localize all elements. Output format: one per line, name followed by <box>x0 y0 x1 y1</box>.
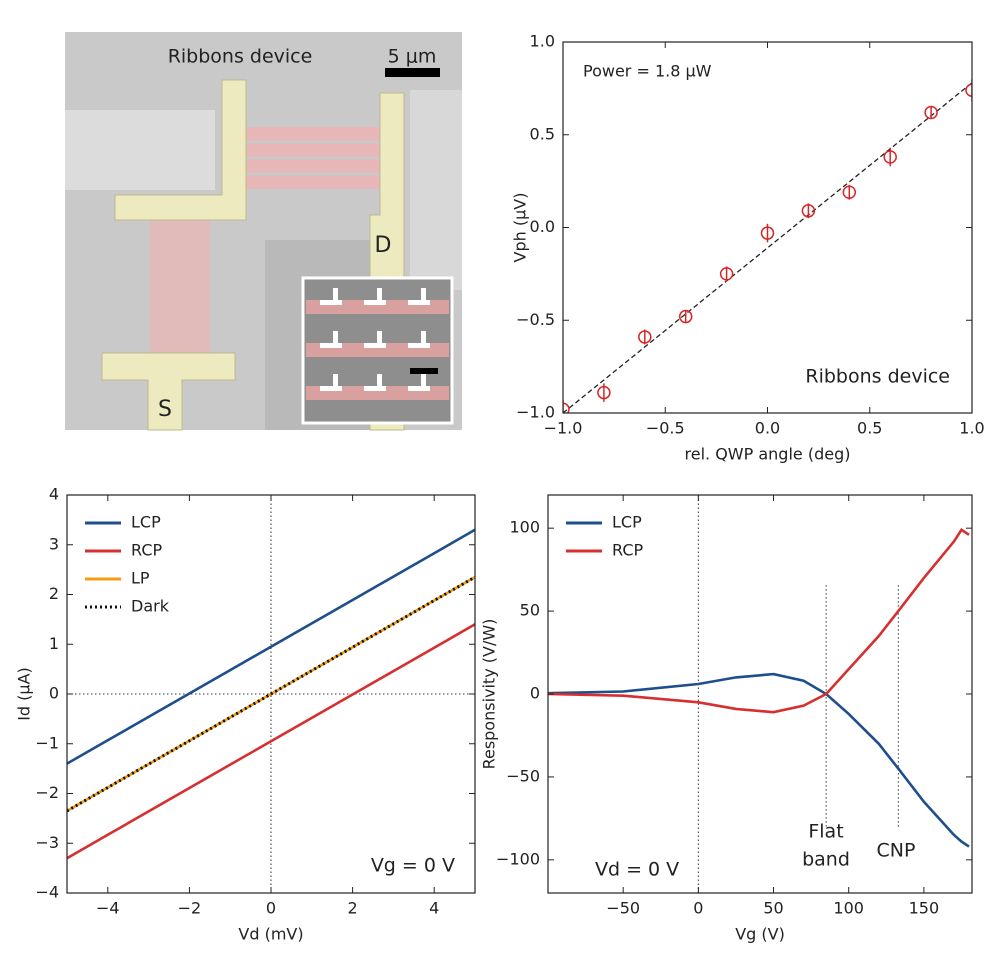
annotation: Ribbons device <box>805 366 950 388</box>
annotation: Flat <box>808 821 843 843</box>
legend-label: Dark <box>131 597 170 616</box>
axes-frame <box>547 494 973 894</box>
data-point <box>842 185 857 200</box>
x-tick-label: −1.0 <box>544 419 583 438</box>
plot-area <box>67 495 475 893</box>
legend-label: LCP <box>131 513 161 532</box>
series-line <box>67 528 475 765</box>
y-tick-label: 0.0 <box>530 217 555 236</box>
x-tick-label: −0.5 <box>646 419 685 438</box>
annotation: Power = 1.8 μW <box>583 62 712 81</box>
y-tick-label: 0 <box>530 684 540 703</box>
y-axis-label: Responsivity (V/W) <box>480 619 499 770</box>
x-tick-label: 2 <box>348 899 358 918</box>
series-line <box>548 672 970 848</box>
x-tick-label: 1.0 <box>959 419 984 438</box>
image-region <box>65 110 215 190</box>
legend-label: LP <box>131 569 150 588</box>
y-tick-label: 1.0 <box>530 32 555 51</box>
x-tick-label: 100 <box>833 899 864 918</box>
data-point <box>924 105 938 120</box>
x-axis-label: Vg (V) <box>735 925 785 944</box>
y-tick-label: 50 <box>520 601 540 620</box>
scale-label: 5 μm <box>388 46 437 68</box>
fit-line <box>563 82 972 413</box>
legend-label: RCP <box>131 541 162 560</box>
data-point <box>597 385 611 400</box>
legend-label: RCP <box>612 541 643 560</box>
y-tick-label: 1 <box>49 634 59 653</box>
series-line <box>548 527 970 714</box>
sem-image: 5 μm Ribbons device D S <box>65 32 462 431</box>
plot-area <box>548 495 970 893</box>
x-axis-label: Vd (mV) <box>238 925 303 944</box>
scale-bar <box>385 68 440 77</box>
data-point <box>638 330 652 344</box>
y-tick-label: −100 <box>496 849 540 868</box>
x-tick-label: 50 <box>763 899 783 918</box>
y-axis-label: Id (μA) <box>15 667 34 721</box>
image-title: Ribbons device <box>168 46 313 68</box>
y-tick-label: 0.5 <box>530 124 555 143</box>
y-axis-label: Vph (μV) <box>511 193 530 263</box>
y-tick-label: 100 <box>509 518 540 537</box>
inset <box>301 276 454 425</box>
x-tick-label: 4 <box>429 899 439 918</box>
electrode <box>114 79 247 221</box>
annotation: CNP <box>877 840 916 862</box>
image-region <box>410 90 462 290</box>
y-tick-label: −4 <box>35 883 59 902</box>
annotation: band <box>802 849 850 871</box>
series-line <box>67 623 475 860</box>
electrode <box>101 352 236 431</box>
x-tick-label: 0.5 <box>857 419 882 438</box>
x-tick-label: 0.0 <box>755 419 780 438</box>
y-tick-label: −1 <box>35 733 59 752</box>
data-point <box>965 83 972 97</box>
plot-area <box>563 79 972 413</box>
data-point <box>563 402 570 413</box>
y-tick-label: 3 <box>49 534 59 553</box>
data-point <box>801 204 816 218</box>
data-point <box>719 267 734 281</box>
x-tick-label: 0 <box>266 899 276 918</box>
x-tick-label: 150 <box>909 899 940 918</box>
y-tick-label: 2 <box>49 584 59 603</box>
x-tick-label: −4 <box>96 899 120 918</box>
y-tick-label: 4 <box>49 485 59 504</box>
series-line <box>67 575 475 813</box>
source-label: S <box>158 397 172 422</box>
x-tick-label: −50 <box>606 899 640 918</box>
data-point <box>760 226 775 240</box>
y-tick-label: −3 <box>35 833 59 852</box>
axes-frame <box>66 494 476 894</box>
drain-label: D <box>375 233 392 258</box>
data-point <box>678 309 693 324</box>
y-tick-label: −0.5 <box>516 310 555 329</box>
ribbons <box>150 220 210 355</box>
annotation: Vg = 0 V <box>371 855 455 877</box>
y-tick-label: −2 <box>35 783 59 802</box>
y-tick-label: 0 <box>49 684 59 703</box>
data-point <box>883 150 897 164</box>
y-tick-label: −50 <box>506 766 540 785</box>
annotation: Vd = 0 V <box>595 859 679 881</box>
x-tick-label: 0 <box>693 899 703 918</box>
legend-label: LCP <box>612 513 642 532</box>
y-tick-label: −1.0 <box>516 403 555 422</box>
axes-frame <box>562 41 973 414</box>
x-axis-label: rel. QWP angle (deg) <box>685 445 851 464</box>
x-tick-label: −2 <box>178 899 202 918</box>
